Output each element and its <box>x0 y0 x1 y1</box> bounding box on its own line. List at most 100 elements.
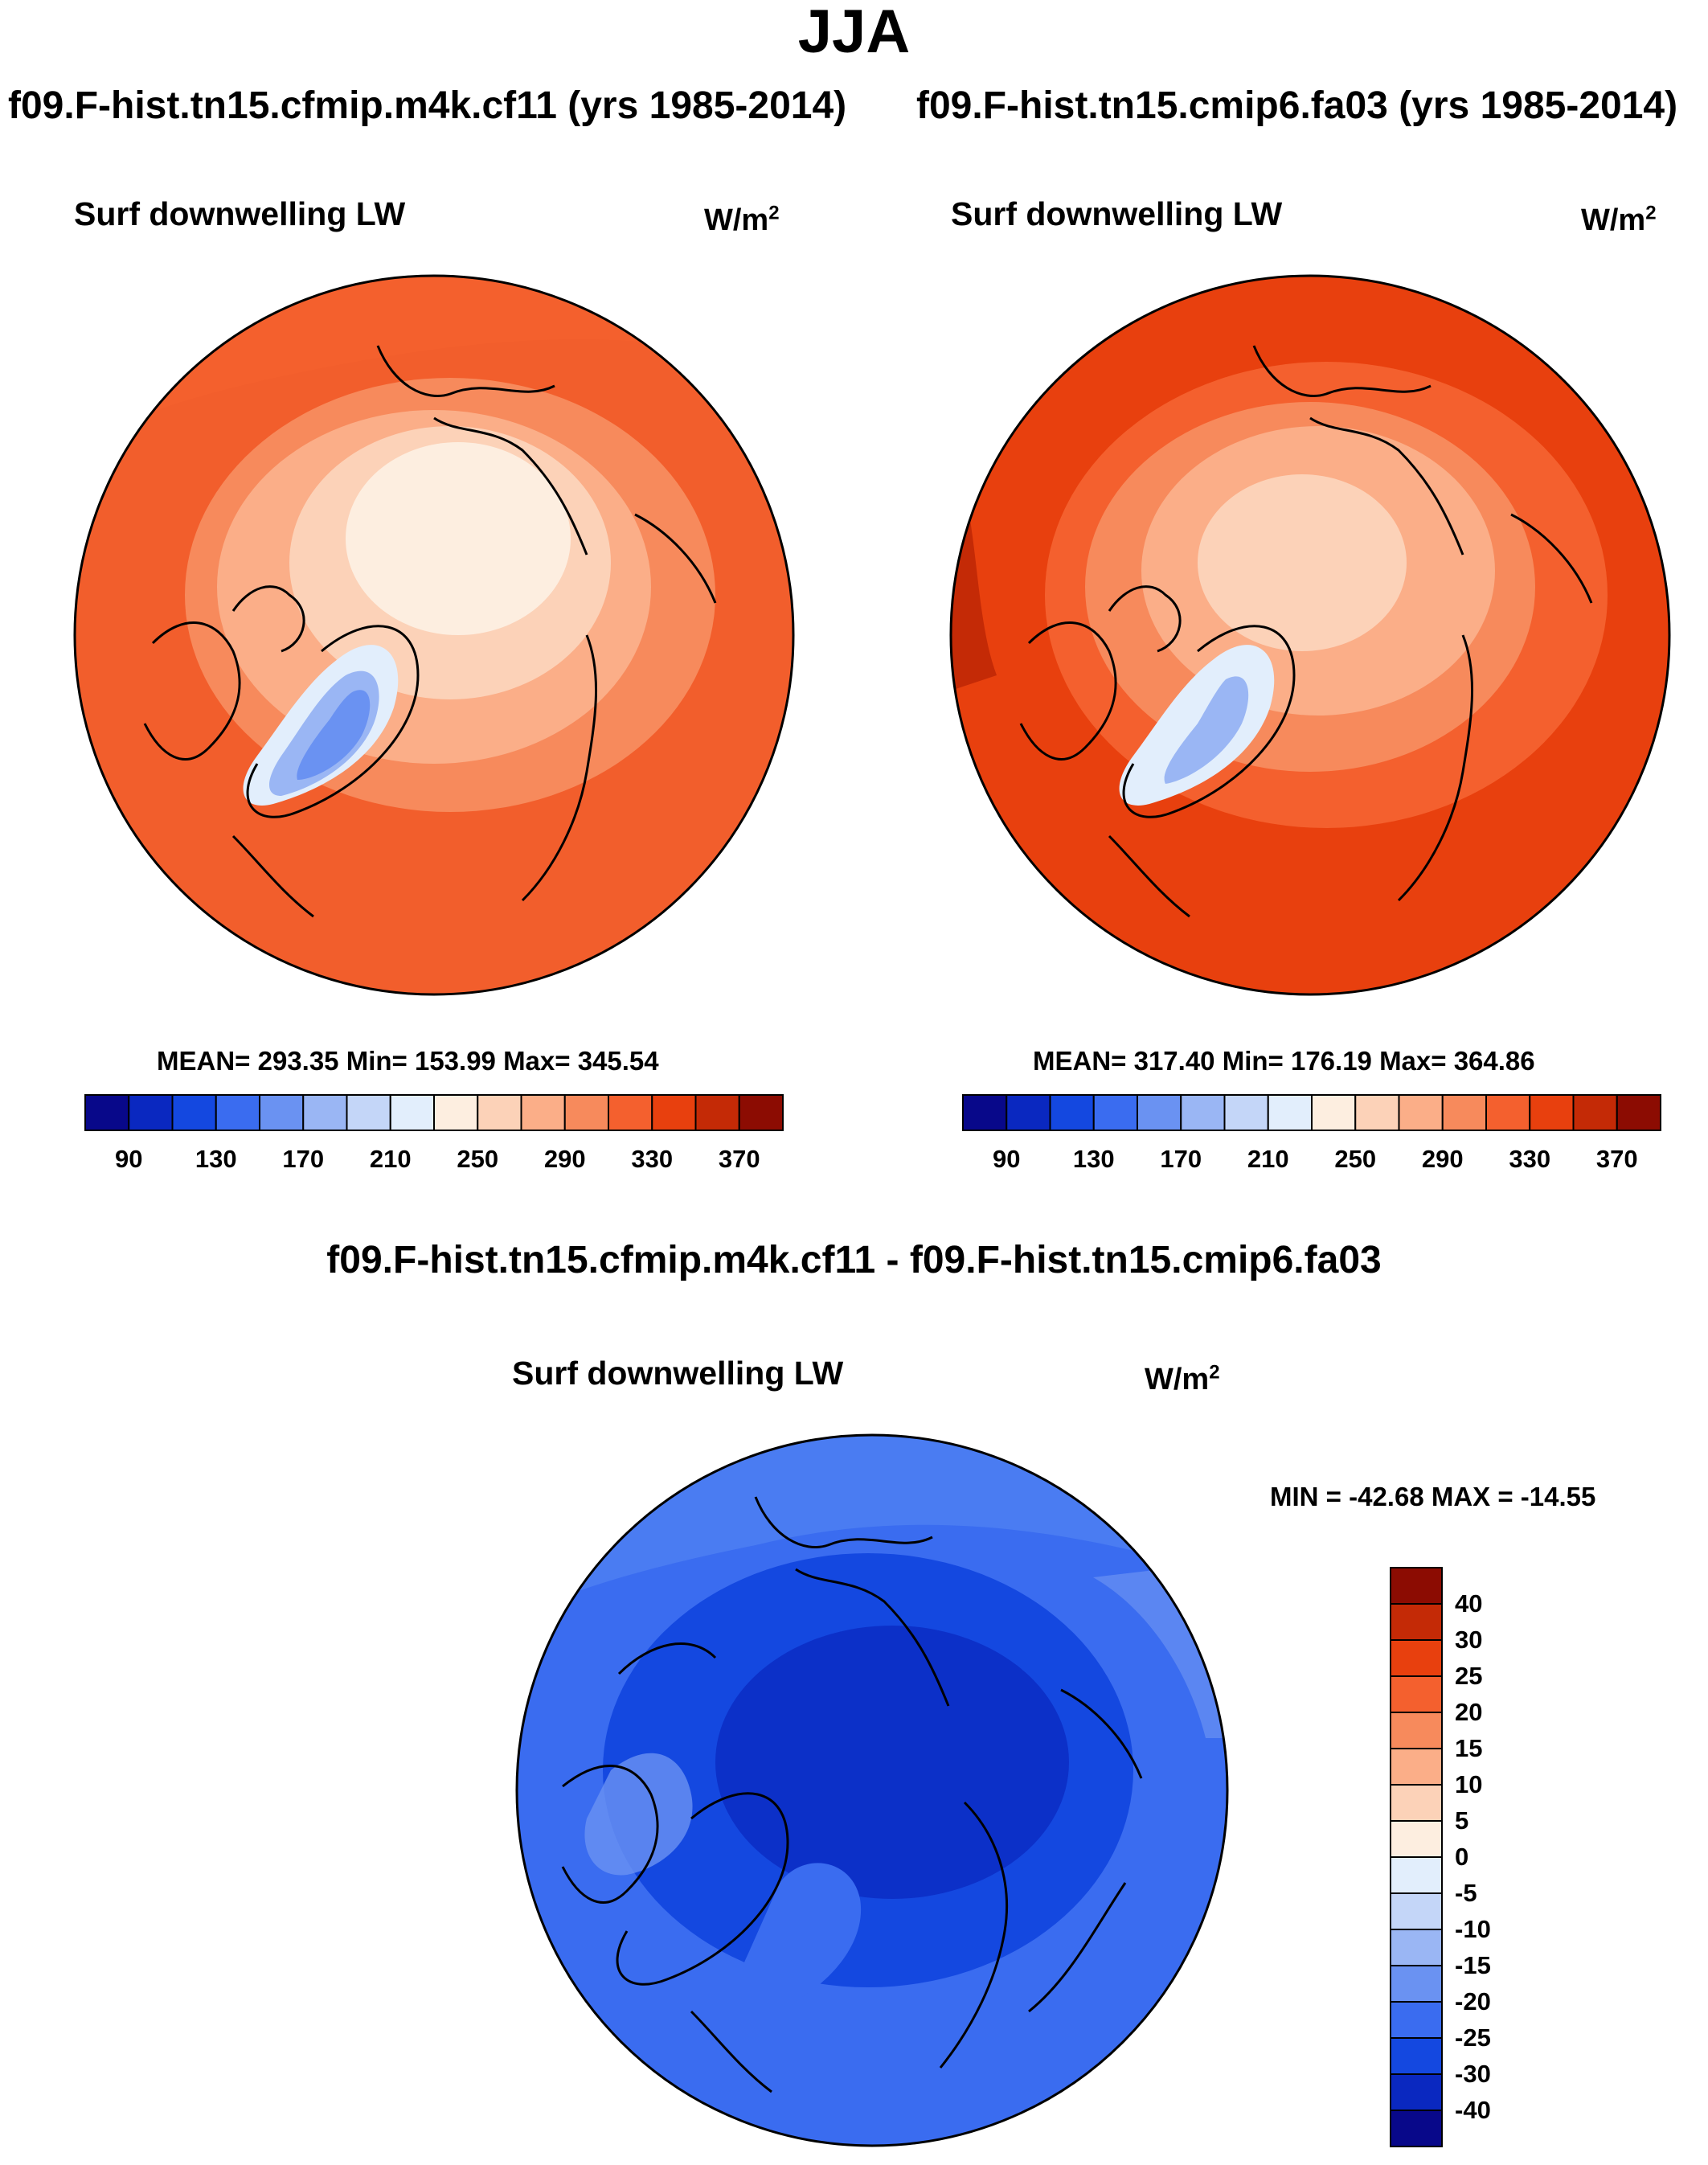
diff-colorbar-box <box>1390 1856 1443 1894</box>
left-case-title: f09.F-hist.tn15.cfmip.m4k.cf11 (yrs 1985… <box>8 84 847 127</box>
left-colorbar-tick-label: 90 <box>115 1145 143 1173</box>
diff-colorbar-tick-label: 15 <box>1455 1734 1483 1762</box>
diff-colorbar-box <box>1390 2001 1443 2039</box>
right-polar-map <box>949 274 1671 996</box>
left-colorbar-box <box>259 1094 305 1131</box>
diff-units-label: W/m2 <box>1145 1361 1220 1396</box>
right-colorbar-box <box>1529 1094 1575 1131</box>
diff-colorbar-box <box>1390 1639 1443 1677</box>
left-colorbar-box <box>738 1094 784 1131</box>
diff-colorbar-box <box>1390 1965 1443 2003</box>
left-colorbar-box <box>520 1094 566 1131</box>
right-colorbar-ticks: 90 130 170 210 250 290 330 370 <box>963 1145 1661 1177</box>
diff-stats: MIN = -42.68 MAX = -14.55 <box>1270 1482 1596 1511</box>
diff-colorbar-tick-label: -15 <box>1455 1951 1491 1979</box>
right-colorbar <box>962 1094 1661 1131</box>
right-colorbar-box <box>1398 1094 1444 1131</box>
left-colorbar-box <box>128 1094 174 1131</box>
diff-colorbar-tick-label: -25 <box>1455 2024 1491 2052</box>
diff-colorbar-box <box>1390 2073 1443 2111</box>
right-colorbar-tick-label: 290 <box>1421 1145 1464 1173</box>
diff-colorbar-tick-label: 20 <box>1455 1698 1483 1726</box>
diff-colorbar-box <box>1390 1675 1443 1713</box>
diff-colorbar-box <box>1390 1784 1443 1822</box>
right-colorbar-box <box>1180 1094 1226 1131</box>
left-colorbar-box <box>171 1094 217 1131</box>
right-colorbar-tick-label: 370 <box>1595 1145 1638 1173</box>
right-units-label: W/m2 <box>1581 202 1657 237</box>
diff-colorbar-box <box>1390 1603 1443 1641</box>
right-colorbar-box <box>1223 1094 1269 1131</box>
left-colorbar-ticks: 90 130 170 210 250 290 330 370 <box>85 1145 783 1177</box>
left-colorbar-box <box>302 1094 348 1131</box>
left-colorbar-tick-label: 330 <box>631 1145 674 1173</box>
difference-title: f09.F-hist.tn15.cfmip.m4k.cf11 - f09.F-h… <box>326 1239 1382 1281</box>
right-colorbar-box <box>962 1094 1008 1131</box>
diff-colorbar-tick-label: 0 <box>1455 1843 1469 1871</box>
left-colorbar-box <box>215 1094 260 1131</box>
diff-colorbar <box>1390 1567 1443 2147</box>
right-colorbar-box <box>1049 1094 1095 1131</box>
diff-colorbar-box <box>1390 1712 1443 1749</box>
diff-colorbar-tick-label: 40 <box>1455 1589 1483 1618</box>
right-colorbar-box <box>1267 1094 1313 1131</box>
diff-colorbar-box <box>1390 1567 1443 1605</box>
right-colorbar-box <box>1092 1094 1138 1131</box>
figure-title: JJA <box>797 0 911 66</box>
right-colorbar-box <box>1485 1094 1531 1131</box>
left-colorbar-tick-label: 370 <box>718 1145 760 1173</box>
right-colorbar-tick-label: 250 <box>1334 1145 1377 1173</box>
left-colorbar-box <box>694 1094 740 1131</box>
diff-colorbar-tick-label: 10 <box>1455 1770 1483 1798</box>
difference-polar-map <box>515 1433 1229 2147</box>
diff-colorbar-box <box>1390 1748 1443 1786</box>
right-variable-label: Surf downwelling LW <box>951 195 1283 232</box>
diff-colorbar-tick-label: -30 <box>1455 2060 1491 2088</box>
diff-colorbar-box <box>1390 1892 1443 1930</box>
left-colorbar-tick-label: 290 <box>543 1145 586 1173</box>
right-colorbar-box <box>1137 1094 1182 1131</box>
right-case-title: f09.F-hist.tn15.cmip6.fa03 (yrs 1985-201… <box>916 84 1678 127</box>
left-colorbar-box <box>84 1094 130 1131</box>
left-polar-map <box>73 274 795 996</box>
diff-colorbar-box <box>1390 2110 1443 2147</box>
right-colorbar-tick-label: 130 <box>1072 1145 1115 1173</box>
left-colorbar-box <box>389 1094 435 1131</box>
left-colorbar-box <box>651 1094 697 1131</box>
left-colorbar-box <box>477 1094 522 1131</box>
left-stats: MEAN= 293.35 Min= 153.99 Max= 345.54 <box>157 1046 659 1076</box>
left-colorbar-tick-label: 250 <box>457 1145 499 1173</box>
diff-colorbar-box <box>1390 2037 1443 2075</box>
right-colorbar-box <box>1354 1094 1400 1131</box>
diff-colorbar-tick-label: 25 <box>1455 1662 1483 1690</box>
diff-colorbar-box <box>1390 1929 1443 1966</box>
diff-variable-label: Surf downwelling LW <box>512 1355 844 1392</box>
left-colorbar-box <box>433 1094 479 1131</box>
diff-colorbar-ticks: 40 30 25 20 15 10 5 0 -5 -10 -15 -20 -25 -30 -40 <box>1455 1568 1551 2147</box>
right-colorbar-box <box>1616 1094 1661 1131</box>
diff-colorbar-tick-label: -20 <box>1455 1987 1491 2015</box>
left-units-label: W/m2 <box>704 202 780 237</box>
right-stats: MEAN= 317.40 Min= 176.19 Max= 364.86 <box>1033 1046 1535 1076</box>
right-colorbar-box <box>1572 1094 1618 1131</box>
left-variable-label: Surf downwelling LW <box>74 195 406 232</box>
right-colorbar-box <box>1441 1094 1487 1131</box>
left-colorbar-tick-label: 210 <box>369 1145 412 1173</box>
right-colorbar-tick-label: 90 <box>993 1145 1021 1173</box>
right-colorbar-box <box>1311 1094 1357 1131</box>
right-colorbar-tick-label: 330 <box>1509 1145 1551 1173</box>
left-colorbar-box <box>608 1094 653 1131</box>
diff-colorbar-tick-label: -10 <box>1455 1915 1491 1943</box>
right-colorbar-box <box>1006 1094 1051 1131</box>
diff-colorbar-tick-label: 30 <box>1455 1626 1483 1654</box>
left-colorbar-box <box>563 1094 609 1131</box>
diff-colorbar-box <box>1390 1820 1443 1858</box>
left-colorbar-tick-label: 130 <box>195 1145 237 1173</box>
right-colorbar-tick-label: 170 <box>1160 1145 1202 1173</box>
diff-colorbar-tick-label: -40 <box>1455 2096 1491 2124</box>
left-colorbar-box <box>346 1094 391 1131</box>
diff-colorbar-tick-label: 5 <box>1455 1806 1469 1835</box>
left-colorbar <box>84 1094 784 1131</box>
right-colorbar-tick-label: 210 <box>1247 1145 1289 1173</box>
diff-colorbar-tick-label: -5 <box>1455 1879 1477 1907</box>
